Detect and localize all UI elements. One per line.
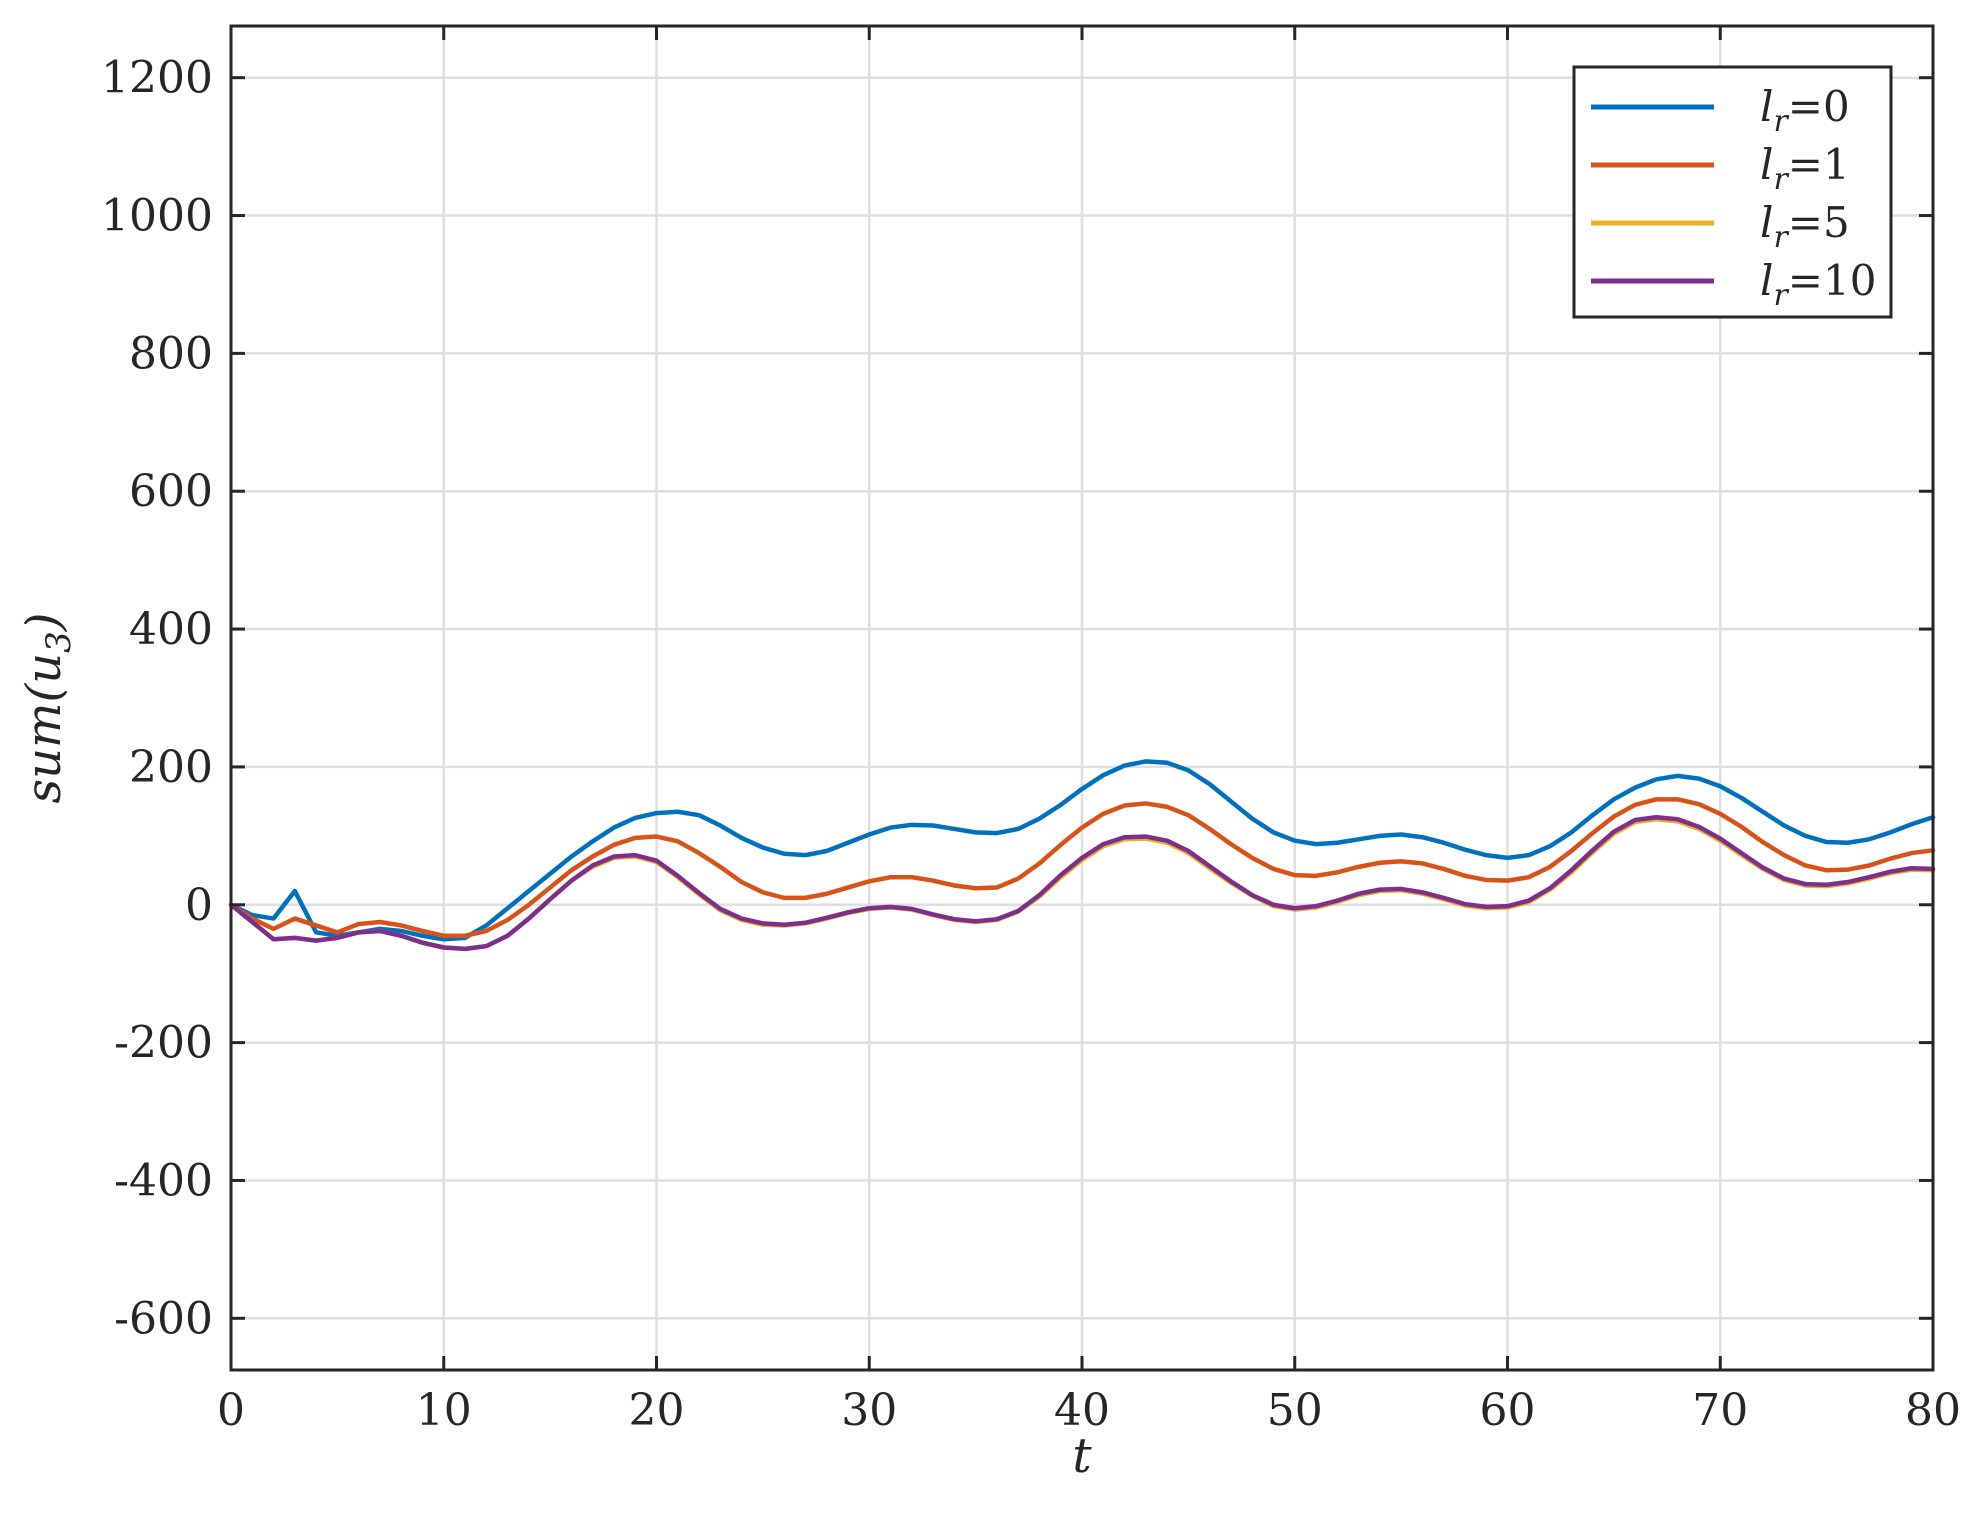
x-tick-label: 80 bbox=[1905, 1385, 1961, 1436]
y-tick-label: -200 bbox=[114, 1018, 213, 1069]
legend-label-2: lr=5 bbox=[1760, 198, 1850, 255]
x-axis-title: t bbox=[1072, 1428, 1092, 1484]
y-tick-label: 1200 bbox=[101, 53, 213, 104]
legend: lr=0lr=1lr=5lr=10 bbox=[1572, 65, 1893, 319]
y-tick-label: 0 bbox=[185, 880, 213, 931]
y-tick-label: 600 bbox=[129, 466, 213, 517]
y-axis-title: sum(u3) bbox=[16, 612, 79, 803]
y-tick-label: 1000 bbox=[101, 191, 213, 242]
series-line-3 bbox=[228, 814, 1936, 952]
legend-label-3: lr=10 bbox=[1760, 256, 1876, 313]
y-tick-label: -400 bbox=[114, 1155, 213, 1206]
series-line-0 bbox=[228, 759, 1936, 942]
x-tick-label: 10 bbox=[416, 1385, 472, 1436]
tick-labels: 0 10 20 30 40 50 60 70 80 -600 -400 -200 0 200 400 600 8… bbox=[101, 53, 1961, 1436]
y-tick-label: 400 bbox=[129, 604, 213, 655]
y-tick-label: 200 bbox=[129, 742, 213, 793]
x-tick-label: 20 bbox=[629, 1385, 685, 1436]
x-tick-label: 40 bbox=[1054, 1385, 1110, 1436]
series-line-1 bbox=[228, 797, 1936, 939]
series-lines bbox=[228, 759, 1936, 952]
legend-label-0: lr=0 bbox=[1760, 82, 1850, 139]
y-tick-label: -600 bbox=[114, 1293, 213, 1344]
legend-label-1: lr=1 bbox=[1760, 140, 1850, 197]
axes bbox=[229, 24, 1935, 1372]
y-tick-label: 800 bbox=[129, 328, 213, 379]
y-axis-title-subscript: 3 bbox=[39, 631, 79, 653]
x-tick-label: 70 bbox=[1692, 1385, 1748, 1436]
grid bbox=[231, 26, 1933, 1370]
x-tick-label: 0 bbox=[217, 1385, 245, 1436]
x-tick-label: 60 bbox=[1480, 1385, 1536, 1436]
y-axis-title-main: sum(u bbox=[16, 653, 72, 804]
y-axis-title-close: ) bbox=[16, 612, 72, 632]
x-tick-label: 30 bbox=[841, 1385, 897, 1436]
x-tick-label: 50 bbox=[1267, 1385, 1323, 1436]
